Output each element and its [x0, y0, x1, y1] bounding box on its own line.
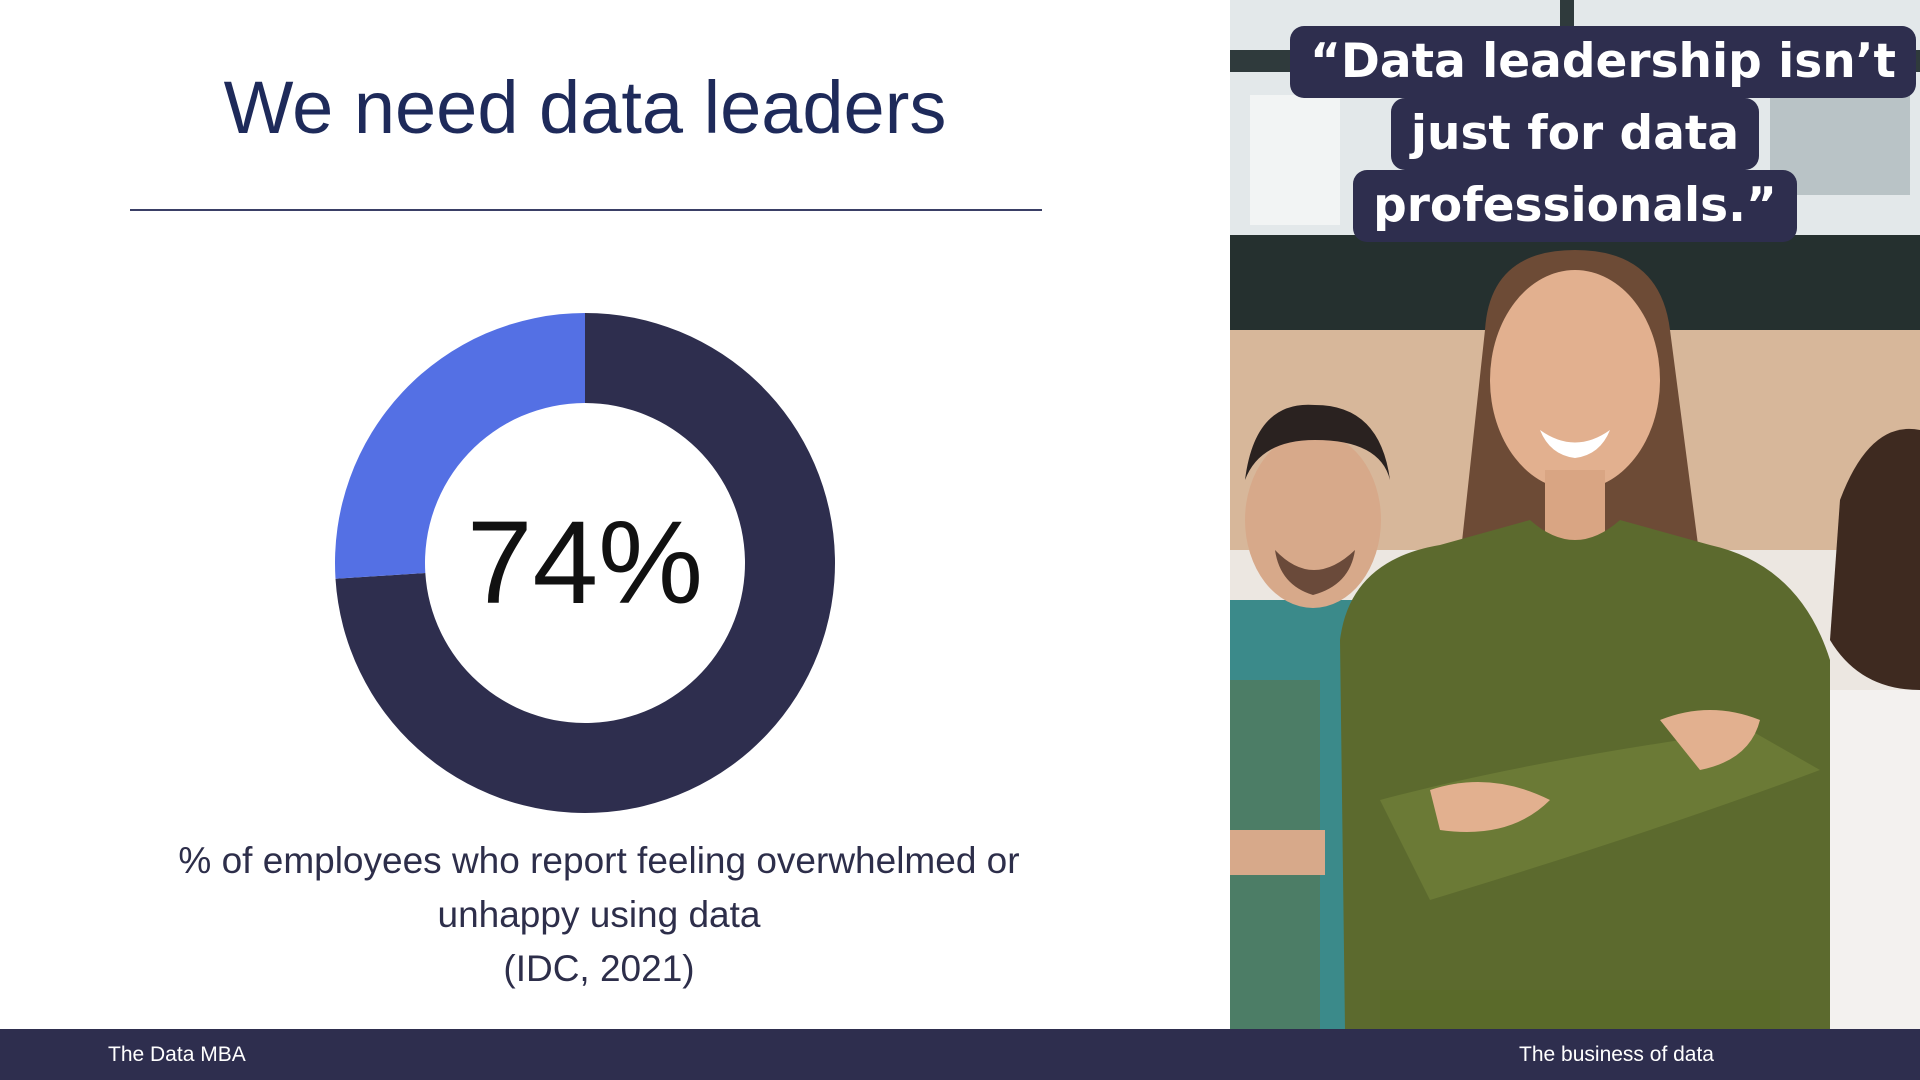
quote-line-1: “Data leadership isn’t	[1290, 26, 1916, 98]
footer-bar: The Data MBA The business of data	[0, 1029, 1920, 1080]
caption-source: (IDC, 2021)	[503, 948, 695, 989]
donut-center-label: 74%	[467, 497, 703, 629]
caption-line-2: unhappy using data	[437, 894, 761, 935]
quote-callout: “Data leadership isn’t just for data pro…	[1290, 26, 1916, 242]
donut-slice-2	[335, 313, 585, 579]
chart-caption: % of employees who report feeling overwh…	[120, 834, 1078, 996]
title-divider	[130, 209, 1042, 211]
caption-line-1: % of employees who report feeling overwh…	[178, 840, 1020, 881]
footer-tagline: The business of data	[1519, 1043, 1714, 1066]
donut-chart: 74%	[335, 313, 835, 813]
footer-brand: The Data MBA	[108, 1043, 246, 1066]
donut-slice-1	[335, 313, 835, 813]
quote-line-3: professionals.”	[1353, 170, 1797, 242]
quote-line-2: just for data	[1390, 98, 1760, 170]
slide-title: We need data leaders	[223, 66, 947, 149]
